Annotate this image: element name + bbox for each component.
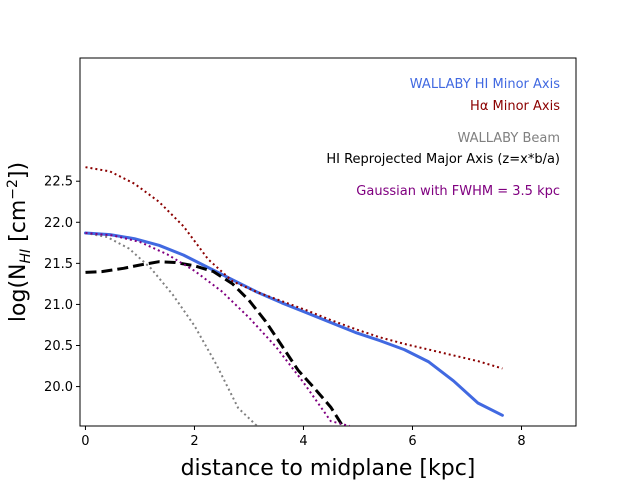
legend-entry: WALLABY HI Minor Axis bbox=[410, 77, 560, 92]
y-tick-label: 22.0 bbox=[44, 216, 73, 231]
y-tick-label: 20.5 bbox=[44, 339, 73, 354]
y-label-part: ]) bbox=[6, 162, 31, 179]
y-axis-label: log(NHI [cm−2]) bbox=[5, 162, 34, 322]
y-tick-label: 21.5 bbox=[44, 257, 73, 272]
x-tick-label: 8 bbox=[517, 434, 525, 449]
y-axis-ticks: 20.0 20.5 21.0 21.5 22.0 22.5 bbox=[44, 175, 80, 395]
series-line-wallaby-beam bbox=[85, 232, 258, 426]
y-tick-label: 20.0 bbox=[44, 380, 73, 395]
y-label-part: [cm bbox=[6, 200, 31, 249]
legend-entry: WALLABY Beam bbox=[457, 131, 560, 146]
x-tick-label: 6 bbox=[408, 434, 416, 449]
series-group bbox=[84, 166, 504, 426]
plot-area bbox=[79, 57, 577, 427]
y-tick-label: 22.5 bbox=[44, 175, 73, 190]
legend: WALLABY HI Minor Axis Hα Minor Axis WALL… bbox=[326, 77, 560, 199]
x-axis-ticks: 0 2 4 6 8 bbox=[81, 426, 526, 449]
x-tick-label: 4 bbox=[299, 434, 307, 449]
series-line-gaussian-with-fwhm-3-5-kpc bbox=[85, 232, 351, 426]
legend-entry: Hα Minor Axis bbox=[470, 99, 560, 114]
y-tick-label: 21.0 bbox=[44, 298, 73, 313]
x-axis-label: distance to midplane [kpc] bbox=[181, 456, 476, 480]
series-line-wallaby-hi-minor-axis bbox=[84, 231, 504, 417]
y-label-subscript: HI bbox=[18, 249, 34, 264]
legend-entry: HI Reprojected Major Axis (z=x*b/a) bbox=[326, 152, 560, 167]
series-line-hi-reprojected-major-axis-z-x-b-a bbox=[85, 260, 344, 426]
legend-entry: Gaussian with FWHM = 3.5 kpc bbox=[356, 184, 560, 199]
x-tick-label: 2 bbox=[190, 434, 198, 449]
x-tick-label: 0 bbox=[81, 434, 89, 449]
y-label-superscript: −2 bbox=[5, 179, 21, 200]
y-label-part: log(N bbox=[6, 264, 31, 323]
